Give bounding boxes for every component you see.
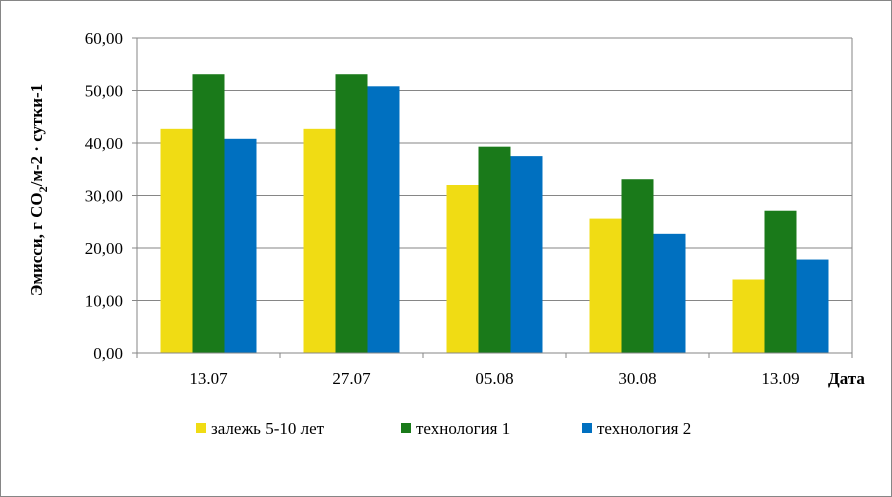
bar xyxy=(335,74,368,353)
legend: залежь 5-10 лет технология 1 технология 2 xyxy=(196,419,691,438)
y-tick-label: 50,00 xyxy=(85,82,123,101)
bar xyxy=(653,233,686,353)
y-tick-label: 60,00 xyxy=(85,29,123,48)
y-tick-labels: 0,00 10,00 20,00 30,00 40,00 50,00 60,00 xyxy=(85,29,137,363)
legend-label: технология 1 xyxy=(416,419,510,438)
y-tick-label: 20,00 xyxy=(85,239,123,258)
bar xyxy=(764,210,797,353)
bar xyxy=(732,279,765,353)
legend-swatch xyxy=(196,423,206,433)
legend-swatch xyxy=(401,423,411,433)
bar xyxy=(303,128,336,353)
bar xyxy=(367,86,400,354)
y-tick-label: 0,00 xyxy=(93,344,123,363)
bar xyxy=(478,146,511,353)
bar xyxy=(224,138,257,353)
bar xyxy=(160,128,193,353)
legend-label: залежь 5-10 лет xyxy=(211,419,325,438)
legend-swatch xyxy=(582,423,592,433)
bar xyxy=(510,156,543,353)
legend-label: технология 2 xyxy=(597,419,691,438)
y-axis-title: Эмисси, г CO2/м-2 · сутки-1 xyxy=(27,84,50,296)
bars xyxy=(160,74,829,354)
x-tick-label: 13.09 xyxy=(761,369,799,388)
x-tick-label: 27.07 xyxy=(332,369,371,388)
bar xyxy=(192,74,225,353)
bar xyxy=(621,179,654,353)
x-tick-label: 30.08 xyxy=(618,369,656,388)
y-tick-label: 30,00 xyxy=(85,187,123,206)
x-tick-label: 05.08 xyxy=(475,369,513,388)
bar xyxy=(796,259,829,353)
x-tick-label: 13.07 xyxy=(189,369,228,388)
x-axis-title: Дата xyxy=(828,369,865,388)
bar xyxy=(446,185,479,353)
bar xyxy=(589,218,622,353)
x-tick-labels: 13.07 27.07 05.08 30.08 13.09 xyxy=(136,352,853,388)
y-tick-label: 10,00 xyxy=(85,292,123,311)
y-tick-label: 40,00 xyxy=(85,134,123,153)
